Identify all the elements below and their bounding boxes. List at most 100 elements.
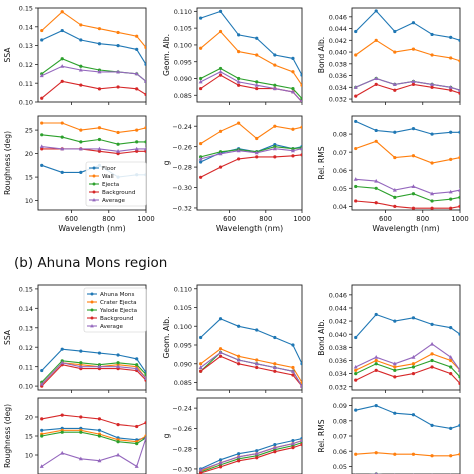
y-axis-label: g bbox=[162, 433, 171, 438]
data-point bbox=[199, 160, 203, 164]
data-point bbox=[40, 96, 44, 100]
legend-marker bbox=[90, 324, 94, 328]
data-point bbox=[255, 328, 259, 332]
y-tick-label: 0.090 bbox=[174, 360, 192, 368]
data-point bbox=[291, 446, 295, 450]
data-point bbox=[411, 354, 416, 359]
data-point bbox=[79, 349, 83, 353]
data-point bbox=[218, 354, 223, 358]
x-tick-label: 600 bbox=[379, 215, 392, 223]
series-line bbox=[355, 77, 460, 91]
data-point bbox=[218, 350, 223, 354]
data-point bbox=[411, 365, 416, 369]
y-tick-label: 0.044 bbox=[329, 305, 347, 313]
data-point bbox=[144, 62, 146, 66]
data-point bbox=[255, 456, 259, 460]
data-point bbox=[374, 312, 378, 317]
data-point bbox=[374, 186, 378, 190]
data-point bbox=[79, 38, 83, 42]
data-point bbox=[134, 366, 139, 371]
data-point bbox=[300, 125, 302, 129]
series-line bbox=[41, 360, 146, 383]
data-point bbox=[97, 146, 102, 151]
data-point bbox=[430, 32, 434, 37]
data-point bbox=[97, 137, 102, 142]
data-point bbox=[291, 127, 295, 131]
data-point bbox=[411, 82, 416, 86]
data-point bbox=[254, 150, 259, 155]
data-point bbox=[116, 30, 120, 35]
data-point bbox=[411, 413, 416, 417]
data-point bbox=[40, 38, 44, 42]
data-point bbox=[79, 64, 83, 68]
legend-label: Wall bbox=[102, 174, 114, 180]
data-point bbox=[392, 187, 397, 192]
data-point bbox=[273, 53, 277, 57]
data-point bbox=[144, 149, 146, 153]
data-point bbox=[254, 361, 259, 366]
data-point bbox=[218, 9, 223, 13]
data-point bbox=[354, 94, 358, 98]
data-point bbox=[116, 440, 120, 444]
data-point bbox=[79, 140, 83, 144]
data-point bbox=[255, 365, 259, 370]
series-line bbox=[200, 444, 302, 474]
data-point bbox=[449, 358, 453, 363]
data-point bbox=[393, 50, 397, 54]
data-point bbox=[97, 87, 102, 91]
data-point bbox=[40, 28, 44, 33]
data-point bbox=[393, 375, 397, 379]
data-point bbox=[79, 83, 83, 87]
series-group bbox=[354, 404, 460, 474]
data-point bbox=[291, 86, 295, 91]
data-point bbox=[97, 27, 102, 31]
data-point bbox=[430, 191, 435, 196]
data-point bbox=[290, 89, 295, 94]
data-point bbox=[60, 64, 65, 68]
data-point bbox=[374, 38, 378, 42]
y-axis-label: Roughness (deg) bbox=[3, 404, 12, 468]
y-tick-label: −0.24 bbox=[172, 405, 192, 413]
data-point bbox=[290, 441, 295, 446]
data-point bbox=[374, 128, 378, 133]
series-line bbox=[200, 440, 302, 471]
data-point bbox=[300, 73, 302, 77]
legend-top: Floor Wall Ejecta Background Average bbox=[85, 161, 147, 207]
data-point bbox=[254, 451, 259, 456]
data-point bbox=[449, 56, 453, 60]
data-point bbox=[236, 357, 241, 362]
x-axis-label: Wavelength (nm) bbox=[216, 224, 283, 233]
data-point bbox=[199, 141, 203, 146]
data-point bbox=[393, 452, 397, 456]
data-point bbox=[448, 189, 453, 194]
y-tick-label: 0.095 bbox=[174, 342, 192, 350]
panel-a_g: −0.32 −0.30 −0.28 −0.26 −0.24 600 800 1000 g Wave… bbox=[162, 115, 311, 233]
y-tick-label: 0.046 bbox=[329, 13, 347, 21]
y-tick-label: 0.04 bbox=[333, 203, 347, 211]
data-point bbox=[255, 449, 259, 453]
y-tick-label: −0.28 bbox=[172, 445, 192, 453]
series-line bbox=[41, 80, 146, 99]
data-point bbox=[97, 69, 102, 74]
data-point bbox=[272, 445, 277, 450]
y-tick-label: 0.100 bbox=[174, 42, 192, 50]
data-point bbox=[198, 79, 203, 84]
data-point bbox=[97, 351, 102, 355]
data-point bbox=[78, 456, 83, 461]
data-point bbox=[300, 99, 302, 102]
y-tick-label: 0.100 bbox=[174, 323, 192, 331]
series-line bbox=[200, 67, 302, 99]
data-point bbox=[237, 50, 241, 54]
data-point bbox=[237, 362, 241, 366]
data-point bbox=[374, 354, 379, 359]
data-point bbox=[430, 341, 435, 346]
data-point bbox=[60, 121, 64, 125]
data-point bbox=[411, 154, 416, 158]
data-point bbox=[393, 204, 397, 208]
y-tick-label: 0.040 bbox=[329, 49, 347, 57]
data-point bbox=[199, 76, 203, 81]
data-point bbox=[449, 326, 453, 330]
series-line bbox=[355, 200, 460, 209]
y-tick-label: 0.038 bbox=[329, 60, 347, 68]
data-point bbox=[255, 155, 259, 159]
